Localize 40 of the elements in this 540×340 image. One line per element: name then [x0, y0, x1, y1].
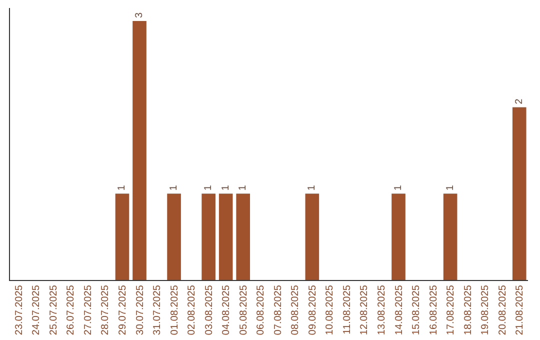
x-tick-label: 28.07.2025	[100, 284, 112, 336]
x-tick-label: 09.08.2025	[307, 284, 318, 336]
x-tick-label: 07.08.2025	[272, 284, 284, 336]
x-tick-label: 25.07.2025	[48, 284, 60, 336]
data-label: 1	[306, 184, 318, 191]
x-tick-label: 19.08.2025	[480, 284, 492, 336]
x-tick-label: 14.08.2025	[394, 284, 405, 336]
data-label: 3	[134, 12, 145, 18]
x-tick-label: 13.08.2025	[376, 284, 388, 336]
x-tick-label: 05.08.2025	[238, 284, 250, 336]
x-tick-label: 03.08.2025	[204, 284, 215, 336]
data-label: 1	[393, 184, 404, 191]
data-label: 1	[220, 184, 232, 191]
x-tick-label: 11.08.2025	[342, 284, 353, 334]
x-tick-label: 30.07.2025	[134, 284, 146, 336]
data-label: 1	[238, 184, 249, 191]
x-tick-label: 21.08.2025	[514, 284, 526, 336]
x-tick-label: 06.08.2025	[256, 284, 267, 336]
x-tick-label: 17.08.2025	[446, 284, 457, 336]
x-tick-label: 23.07.2025	[14, 284, 25, 336]
x-tick-label: 20.08.2025	[497, 284, 508, 336]
x-tick-label: 24.07.2025	[31, 284, 42, 336]
x-tick-label: 16.08.2025	[428, 284, 440, 336]
data-label: 2	[514, 98, 525, 104]
x-tick-label: 02.08.2025	[186, 284, 198, 336]
x-tick-label: 01.08.2025	[169, 284, 180, 336]
x-tick-label: 10.08.2025	[324, 284, 336, 336]
x-tick-label: 29.07.2025	[117, 284, 128, 336]
x-tick-label: 04.08.2025	[221, 284, 232, 336]
x-tick-label: 26.07.2025	[66, 284, 77, 336]
data-label: 1	[444, 184, 456, 191]
x-tick-label: 08.08.2025	[290, 284, 302, 336]
x-tick-label: 31.07.2025	[152, 284, 164, 336]
x-tick-label: 27.07.2025	[82, 284, 94, 336]
data-label: 1	[203, 184, 214, 191]
data-label: 1	[168, 184, 180, 191]
data-label: 1	[116, 184, 128, 191]
x-tick-label: 12.08.2025	[359, 284, 370, 336]
x-tick-label: 15.08.2025	[411, 284, 422, 336]
x-tick-label: 18.08.2025	[462, 284, 474, 336]
